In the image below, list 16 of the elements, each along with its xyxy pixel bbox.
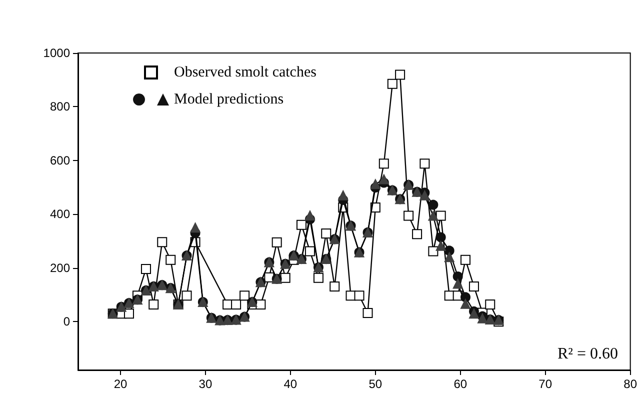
x-tick-label: 20: [114, 377, 128, 391]
x-tick-label: 30: [198, 377, 212, 391]
legend-label: Observed smolt catches: [174, 64, 317, 80]
legend-label: Model predictions: [174, 92, 284, 108]
x-tick-label: 80: [624, 377, 638, 391]
annotation: R² = 0.60: [558, 346, 618, 362]
y-tick-label: 600: [50, 153, 70, 168]
y-tick-label: 400: [50, 207, 70, 222]
x-tick-label: 50: [368, 377, 382, 391]
x-tick-label: 40: [284, 377, 298, 391]
y-tick-label: 0: [63, 314, 70, 329]
y-tick-label: 200: [50, 260, 70, 275]
y-tick-label: 800: [50, 100, 70, 114]
y-tick-label: 1000: [43, 46, 70, 60]
x-tick-label: 60: [454, 377, 468, 391]
x-tick-label: 70: [538, 377, 552, 391]
